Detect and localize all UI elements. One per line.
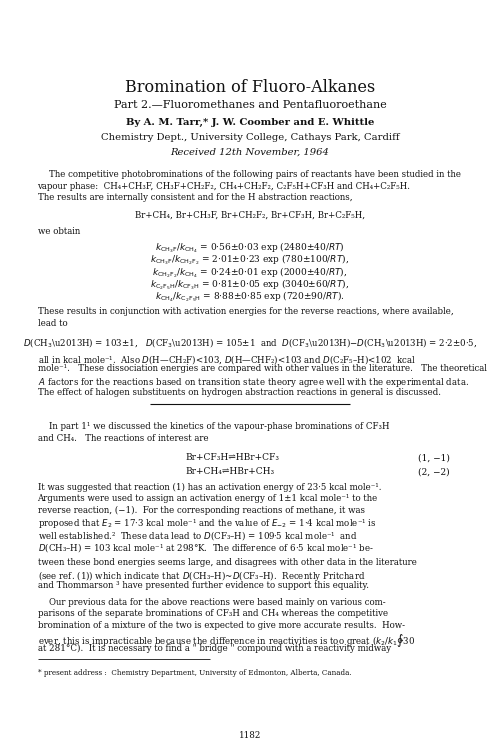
Text: $k_{\rm CH_4}/k_{\rm C_2F_5H}$ = 8$\cdot$88$\pm$0$\cdot$85 exp (720$\pm$90/$RT$): $k_{\rm CH_4}/k_{\rm C_2F_5H}$ = 8$\cdot… — [155, 290, 345, 304]
Text: Br+CH₄⇌HBr+CH₃: Br+CH₄⇌HBr+CH₃ — [185, 467, 274, 476]
Text: Received 12th November, 1964: Received 12th November, 1964 — [170, 148, 330, 157]
Text: $k_{\rm C_2F_5H}/k_{\rm CF_3H}$ = 0$\cdot$81$\pm$0$\cdot$05 exp (3040$\pm$60/$RT: $k_{\rm C_2F_5H}/k_{\rm CF_3H}$ = 0$\cdo… — [150, 278, 350, 292]
Text: Br+CF₃H⇌HBr+CF₃: Br+CF₃H⇌HBr+CF₃ — [185, 453, 279, 462]
Text: (1, −1): (1, −1) — [418, 453, 450, 462]
Text: $k_{\rm CH_3F}/k_{\rm CH_2F_2}$ = 2$\cdot$01$\pm$0$\cdot$23 exp (780$\pm$100/$RT: $k_{\rm CH_3F}/k_{\rm CH_2F_2}$ = 2$\cdo… — [150, 253, 350, 267]
Text: we obtain: we obtain — [38, 227, 80, 236]
Text: * present address :  Chemistry Department, University of Edmonton, Alberta, Cana: * present address : Chemistry Department… — [38, 669, 351, 677]
Text: By A. M. Tarr,* J. W. Coomber and E. Whittle: By A. M. Tarr,* J. W. Coomber and E. Whi… — [126, 118, 374, 127]
Text: The competitive photobrominations of the following pairs of reactants have been : The competitive photobrominations of the… — [38, 170, 461, 179]
Text: proposed that $E_2$ = 17·3 kcal mole⁻¹ and the value of $E_{-2}$ = 1·4 kcal mole: proposed that $E_2$ = 17·3 kcal mole⁻¹ a… — [38, 518, 376, 530]
Text: Our previous data for the above reactions were based mainly on various com-: Our previous data for the above reaction… — [38, 598, 385, 607]
Text: vapour phase:  CH₄+CH₃F, CH₃F+CH₂F₂, CH₄+CH₂F₂, C₂F₅H+CF₃H and CH₄+C₂F₅H.: vapour phase: CH₄+CH₃F, CH₃F+CH₂F₂, CH₄+… — [38, 182, 410, 191]
Text: mole⁻¹.   These dissociation energies are compared with other values in the lite: mole⁻¹. These dissociation energies are … — [38, 364, 486, 374]
Text: 1182: 1182 — [239, 731, 261, 740]
Text: $k_{\rm CH_3F}/k_{\rm CH_4}$ = 0$\cdot$56$\pm$0$\cdot$03 exp (2480$\pm$40/$RT$): $k_{\rm CH_3F}/k_{\rm CH_4}$ = 0$\cdot$5… — [155, 240, 345, 255]
Text: It was suggested that reaction (1) has an activation energy of 23·5 kcal mole⁻¹.: It was suggested that reaction (1) has a… — [38, 482, 381, 492]
Text: parisons of the separate brominations of CF₃H and CH₄ whereas the competitive: parisons of the separate brominations of… — [38, 609, 388, 618]
Text: The effect of halogen substituents on hydrogen abstraction reactions in general : The effect of halogen substituents on hy… — [38, 388, 440, 397]
Text: well established.²  These data lead to $D$(CF₃–H) = 109·5 kcal mole⁻¹  and: well established.² These data lead to $D… — [38, 529, 357, 542]
Text: Bromination of Fluoro-Alkanes: Bromination of Fluoro-Alkanes — [125, 79, 375, 96]
Text: at 281°C).  It is necessary to find a " bridge " compound with a reactivity midw: at 281°C). It is necessary to find a " b… — [38, 644, 391, 653]
Text: and Thommarson ³ have presented further evidence to support this equality.: and Thommarson ³ have presented further … — [38, 580, 368, 590]
Text: reverse reaction, (−1).  For the corresponding reactions of methane, it was: reverse reaction, (−1). For the correspo… — [38, 506, 364, 515]
Text: $D$(CH₃–H) = 103 kcal mole⁻¹ at 298°K.  The difference of 6·5 kcal mole⁻¹ be-: $D$(CH₃–H) = 103 kcal mole⁻¹ at 298°K. T… — [38, 541, 374, 554]
Text: ever, this is impracticable because the difference in reactivities is too great : ever, this is impracticable because the … — [38, 632, 415, 650]
Text: $A$ factors for the reactions based on transition state theory agree well with t: $A$ factors for the reactions based on t… — [38, 376, 469, 389]
Text: Arguments were used to assign an activation energy of 1±1 kcal mole⁻¹ to the: Arguments were used to assign an activat… — [38, 494, 378, 503]
Text: lead to: lead to — [38, 319, 67, 328]
Text: (2, −2): (2, −2) — [418, 467, 450, 476]
Text: Br+CH₄, Br+CH₃F, Br+CH₂F₂, Br+CF₃H, Br+C₂F₅H,: Br+CH₄, Br+CH₃F, Br+CH₂F₂, Br+CF₃H, Br+C… — [135, 210, 365, 219]
Text: all in kcal mole⁻¹.  Also $D$(H—CH₂F)<103, $D$(H—CHF₂)<103 and $D$(C₂F₅–H)<102  : all in kcal mole⁻¹. Also $D$(H—CH₂F)<103… — [38, 352, 416, 366]
Text: (see ref. (1)) which indicate that $D$(CH₃–H)~$D$(CF₃–H).  Recently Pritchard: (see ref. (1)) which indicate that $D$(C… — [38, 569, 365, 584]
Text: $D$(CH$_3$\u2013H) = 103$\pm$1,   $D$(CF$_3$\u2013H) = 105$\pm$1  and  $D$(CF$_3: $D$(CH$_3$\u2013H) = 103$\pm$1, $D$(CF$_… — [23, 336, 477, 349]
Text: $k_{\rm CH_2F_2}/k_{\rm CH_4}$ = 0$\cdot$24$\pm$0$\cdot$01 exp (2000$\pm$40/$RT$: $k_{\rm CH_2F_2}/k_{\rm CH_4}$ = 0$\cdot… — [152, 265, 348, 280]
Text: tween these bond energies seems large, and disagrees with other data in the lite: tween these bond energies seems large, a… — [38, 557, 416, 566]
Text: Chemistry Dept., University College, Cathays Park, Cardiff: Chemistry Dept., University College, Cat… — [100, 133, 400, 142]
Text: Part 2.—Fluoromethanes and Pentafluoroethane: Part 2.—Fluoromethanes and Pentafluoroet… — [114, 100, 386, 109]
Text: In part 1¹ we discussed the kinetics of the vapour-phase brominations of CF₃H: In part 1¹ we discussed the kinetics of … — [38, 422, 389, 430]
Text: bromination of a mixture of the two is expected to give more accurate results.  : bromination of a mixture of the two is e… — [38, 621, 405, 630]
Text: The results are internally consistent and for the H abstraction reactions,: The results are internally consistent an… — [38, 194, 352, 202]
Text: and CH₄.   The reactions of interest are: and CH₄. The reactions of interest are — [38, 434, 208, 443]
Text: These results in conjunction with activation energies for the reverse reactions,: These results in conjunction with activa… — [38, 308, 453, 316]
